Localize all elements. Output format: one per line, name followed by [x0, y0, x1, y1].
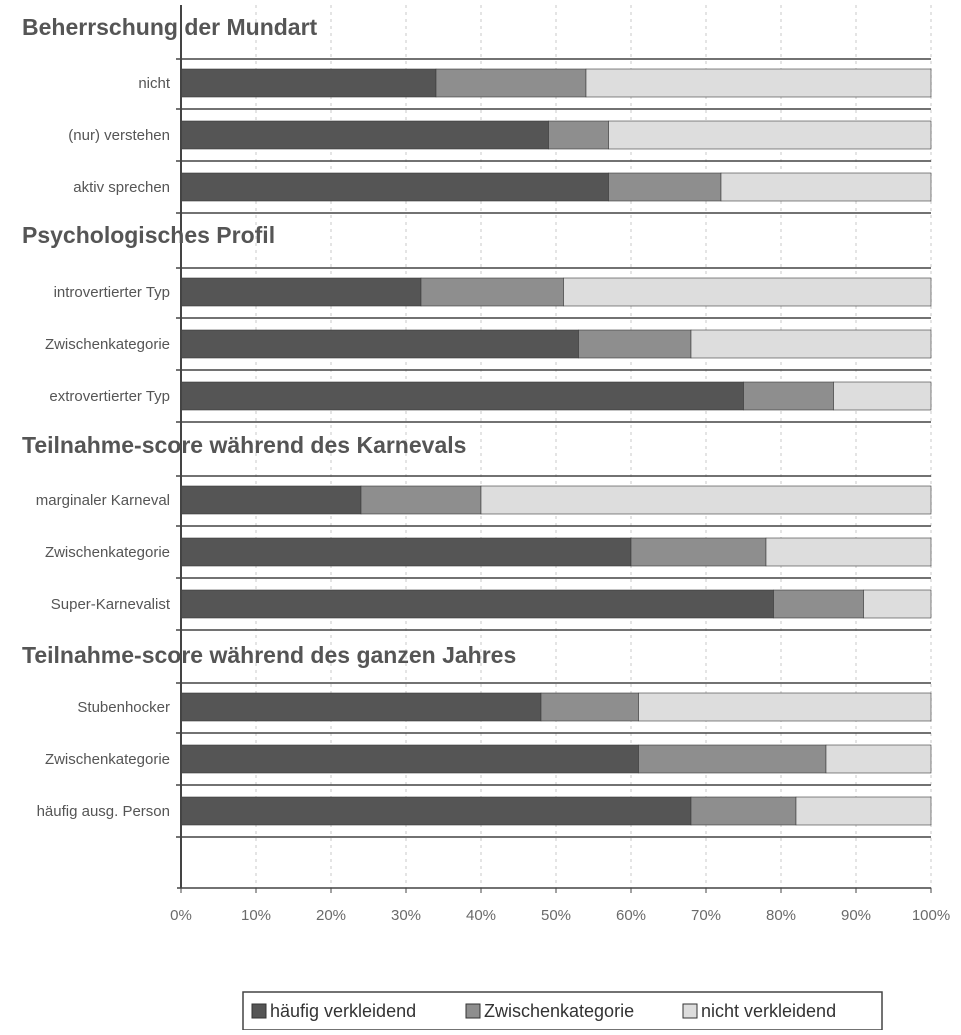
legend-swatch: [251, 1003, 267, 1019]
bar-segment: [720, 172, 932, 202]
bar-segment: [180, 329, 579, 359]
x-tick-label: 50%: [541, 907, 571, 924]
bar-segment: [578, 329, 692, 359]
legend-label: nicht verkleidend: [701, 1001, 836, 1021]
x-tick-label: 10%: [241, 907, 271, 924]
labels-layer: 0% 10% 20% 30% 40% 50% 60% 70% 80% 90% 100% Beherrs…: [22, 14, 950, 924]
category-label: aktiv sprechen: [73, 179, 170, 196]
bar-segment: [480, 485, 932, 515]
bar-segment: [420, 277, 564, 307]
x-tick-label: 100%: [912, 907, 950, 924]
bar-segment: [180, 589, 774, 619]
bar-segment: [548, 120, 609, 150]
bar-segment: [743, 381, 834, 411]
axis-layer: [176, 5, 932, 893]
bar-segment: [180, 744, 639, 774]
category-label: häufig ausg. Person: [37, 803, 170, 820]
category-label: nicht: [138, 75, 171, 92]
x-tick-label: 80%: [766, 907, 796, 924]
bar-segment: [585, 68, 932, 98]
bar-segment: [563, 277, 932, 307]
category-label: Zwischenkategorie: [45, 336, 170, 353]
bar-segment: [180, 485, 362, 515]
bar-segment: [630, 537, 767, 567]
x-tick-label: 90%: [841, 907, 871, 924]
x-tick-label: 60%: [616, 907, 646, 924]
bar-segment: [825, 744, 932, 774]
bar-segment: [435, 68, 587, 98]
x-tick-label: 70%: [691, 907, 721, 924]
bar-segment: [180, 796, 692, 826]
bar-segment: [765, 537, 932, 567]
category-label: extrovertierter Typ: [49, 388, 170, 405]
legend-swatch: [465, 1003, 481, 1019]
legend: häufig verkleidend Zwischenkategorie nicht…: [242, 991, 883, 1031]
bar-segment: [690, 329, 932, 359]
x-tick-label: 20%: [316, 907, 346, 924]
legend-swatch: [682, 1003, 698, 1019]
bar-segment: [180, 692, 542, 722]
bar-segment: [833, 381, 932, 411]
group-title: Psychologisches Profil: [22, 222, 275, 248]
category-label: marginaler Karneval: [36, 492, 170, 509]
bar-segment: [863, 589, 932, 619]
bar-segment: [540, 692, 639, 722]
legend-label: häufig verkleidend: [270, 1001, 416, 1021]
bar-segment: [795, 796, 932, 826]
category-label: (nur) verstehen: [68, 127, 170, 144]
category-label: Zwischenkategorie: [45, 751, 170, 768]
bar-segment: [773, 589, 864, 619]
bar-segment: [690, 796, 797, 826]
category-label: Super-Karnevalist: [51, 596, 171, 613]
bar-segment: [180, 172, 609, 202]
bar-segment: [180, 381, 744, 411]
x-tick-label: 40%: [466, 907, 496, 924]
category-label: introvertierter Typ: [54, 284, 170, 301]
bar-segment: [608, 172, 722, 202]
legend-box: [242, 991, 883, 1031]
group-title: Beherrschung der Mundart: [22, 14, 318, 40]
category-label: Stubenhocker: [77, 699, 170, 716]
bar-segment: [638, 692, 932, 722]
category-label: Zwischenkategorie: [45, 544, 170, 561]
bar-segment: [180, 120, 549, 150]
x-tick-label: 0%: [170, 907, 192, 924]
x-tick-label: 30%: [391, 907, 421, 924]
bar-segment: [638, 744, 827, 774]
group-title: Teilnahme-score während des ganzen Jahre…: [22, 642, 516, 668]
bar-segment: [360, 485, 482, 515]
bar-segment: [180, 277, 422, 307]
grid-layer: [255, 5, 932, 888]
group-title: Teilnahme-score während des Karnevals: [22, 432, 466, 458]
bar-segment: [608, 120, 932, 150]
legend-label: Zwischenkategorie: [484, 1001, 634, 1021]
bar-segment: [180, 68, 437, 98]
bar-segment: [180, 537, 632, 567]
bars-layer: [180, 68, 932, 826]
